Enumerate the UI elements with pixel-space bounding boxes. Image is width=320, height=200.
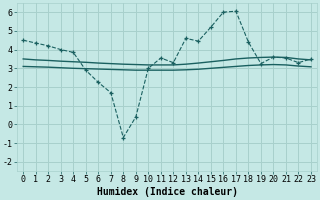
X-axis label: Humidex (Indice chaleur): Humidex (Indice chaleur) — [97, 187, 237, 197]
